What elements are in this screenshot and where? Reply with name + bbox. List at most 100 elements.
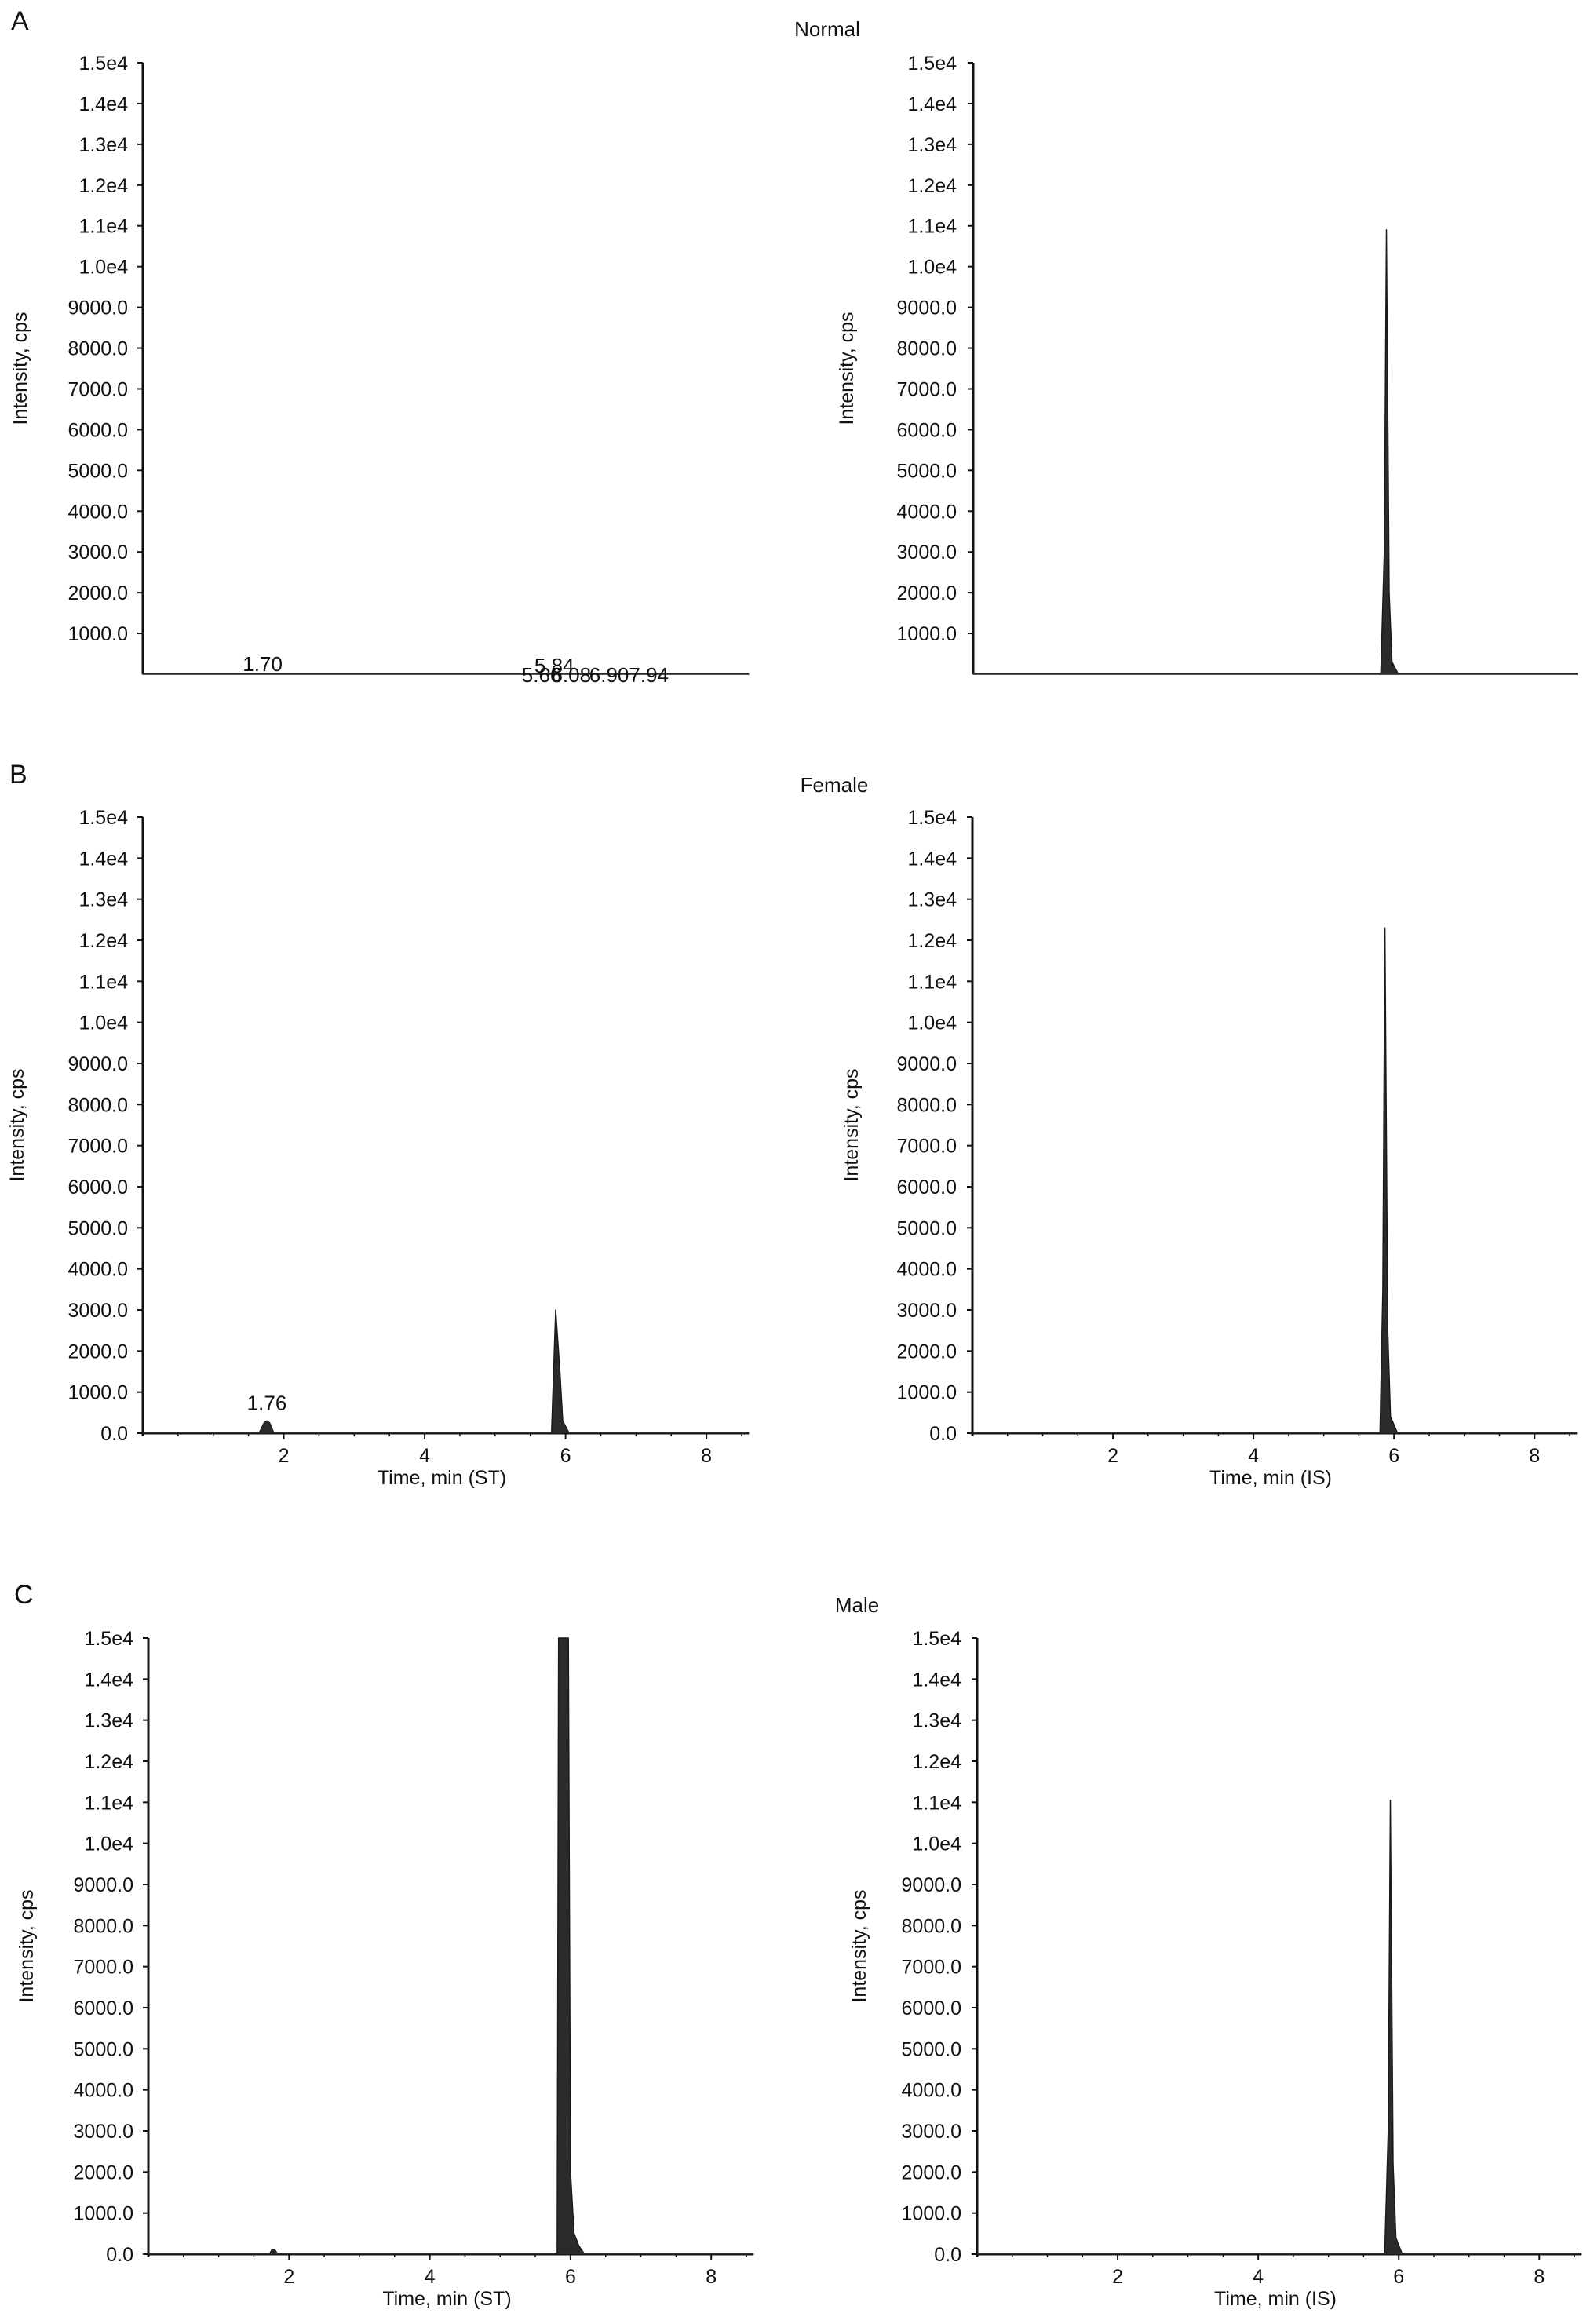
b-st-y-tick-label: 9000.0: [68, 1053, 128, 1075]
a-is-y-tick-label: 1.1e4: [907, 216, 957, 238]
c-st-x-tick-label: 8: [706, 2266, 717, 2288]
a-st-y-tick-label: 4000.0: [68, 501, 128, 523]
c-is-y-tick-label: 3000.0: [902, 2121, 961, 2143]
b-is-y-tick-label: 1.3e4: [907, 889, 957, 911]
b-st-x-tick-label: 2: [279, 1445, 290, 1467]
a-is-y-tick-label: 4000.0: [897, 501, 957, 523]
panel-letter-c: C: [14, 1580, 34, 1610]
a-is-y-tick-label: 9000.0: [897, 297, 957, 319]
a-st-y-tick-label: 3000.0: [68, 542, 128, 564]
c-st-y-tick-label: 1.1e4: [84, 1792, 133, 1814]
a-st-y-tick-label: 1.2e4: [78, 175, 128, 197]
b-is-y-tick-label: 1.0e4: [907, 1012, 957, 1034]
b-is-y-tick-label: 2000.0: [897, 1341, 957, 1363]
c-is-y-tick-label: 4000.0: [902, 2080, 961, 2102]
b-is-y-tick-label: 1.2e4: [907, 930, 957, 952]
c-st-x-tick-label: 6: [565, 2266, 576, 2288]
b-st-y-tick-label: 2000.0: [68, 1341, 128, 1363]
b-is-y-tick-label: 1000.0: [897, 1382, 957, 1404]
b-is-y-tick-label: 6000.0: [897, 1177, 957, 1198]
a-st-peak-label: 1.70: [243, 652, 283, 676]
a-st-y-tick-label: 6000.0: [68, 419, 128, 441]
c-is-x-tick-label: 2: [1112, 2266, 1123, 2288]
c-st-y-tick-label: 1.2e4: [84, 1751, 133, 1773]
panel-title-female: Female: [800, 773, 869, 797]
c-is-y-tick-label: 5000.0: [902, 2038, 961, 2060]
a-st-y-tick-label: 8000.0: [68, 338, 128, 360]
b-st-y-tick-label: 7000.0: [68, 1136, 128, 1158]
a-st-y-tick-label: 2000.0: [68, 582, 128, 604]
b-st-x-tick-label: 6: [560, 1445, 571, 1467]
c-is-x-tick-label: 4: [1253, 2266, 1264, 2288]
a-st-y-tick-label: 1.0e4: [78, 257, 128, 279]
b-st-x-tick-label: 4: [419, 1445, 430, 1467]
a-is-y-tick-label: 6000.0: [897, 419, 957, 441]
c-is-y-axis-label: Intensity, cps: [848, 1889, 870, 2002]
b-is-x-tick-label: 2: [1107, 1445, 1118, 1467]
b-is-y-tick-label: 7000.0: [897, 1136, 957, 1158]
c-is-y-tick-label: 1.4e4: [912, 1669, 961, 1691]
c-st-y-tick-label: 7000.0: [74, 1957, 133, 1979]
a-is-y-tick-label: 3000.0: [897, 542, 957, 564]
a-st-peak-label: 5.84: [534, 654, 574, 677]
a-is-y-tick-label: 1.2e4: [907, 175, 957, 197]
a-st-peak-label: 6.907.94: [589, 663, 669, 687]
a-is-y-tick-label: 1.4e4: [907, 93, 957, 115]
a-st-peak-label: 6.08: [551, 663, 591, 687]
c-is-y-tick-label: 1.2e4: [912, 1751, 961, 1773]
c-is-x-tick-label: 6: [1393, 2266, 1404, 2288]
panel-letter-a: A: [11, 6, 29, 36]
b-st-y-tick-label: 1.5e4: [78, 807, 128, 829]
b-st-x-tick-label: 8: [701, 1445, 712, 1467]
c-st-y-tick-label: 6000.0: [74, 1997, 133, 2019]
b-is-y-tick-label: 8000.0: [897, 1094, 957, 1116]
c-st-series-0: [148, 1637, 754, 2255]
b-is-x-tick-label: 6: [1388, 1445, 1399, 1467]
b-st-y-tick-label: 5000.0: [68, 1217, 128, 1239]
a-st-y-tick-label: 9000.0: [68, 297, 128, 319]
c-st-y-tick-label: 3000.0: [74, 2121, 133, 2143]
a-is-y-tick-label: 1000.0: [897, 623, 957, 645]
c-st-y-tick-label: 8000.0: [74, 1915, 133, 1937]
c-is-x-tick-label: 8: [1534, 2266, 1545, 2288]
c-is-y-tick-label: 8000.0: [902, 1915, 961, 1937]
a-st-y-tick-label: 1000.0: [68, 623, 128, 645]
c-is-y-tick-label: 0.0: [934, 2244, 961, 2266]
a-st-y-tick-label: 1.1e4: [78, 216, 128, 238]
b-st-y-tick-label: 4000.0: [68, 1259, 128, 1281]
b-st-y-tick-label: 1.2e4: [78, 930, 128, 952]
b-is-y-tick-label: 1.1e4: [907, 971, 957, 993]
a-st-y-tick-label: 1.5e4: [78, 53, 128, 75]
b-is-x-tick-label: 4: [1248, 1445, 1259, 1467]
c-st-x-axis-label: Time, min (ST): [382, 2288, 511, 2310]
a-is-series-0: [972, 229, 1578, 675]
a-st-y-axis-label: Intensity, cps: [9, 312, 31, 425]
b-is-y-tick-label: 5000.0: [897, 1217, 957, 1239]
b-st-y-tick-label: 3000.0: [68, 1300, 128, 1322]
b-st-y-tick-label: 1.4e4: [78, 848, 128, 870]
c-st-y-tick-label: 9000.0: [74, 1874, 133, 1896]
c-is-x-axis-label: Time, min (IS): [1214, 2288, 1337, 2310]
c-st-y-tick-label: 1.5e4: [84, 1628, 133, 1650]
a-is-y-tick-label: 1.3e4: [907, 134, 957, 156]
a-is-y-tick-label: 7000.0: [897, 378, 957, 400]
c-is-y-tick-label: 9000.0: [902, 1874, 961, 1896]
a-st-y-tick-label: 5000.0: [68, 460, 128, 482]
b-is-series-0: [972, 927, 1578, 1434]
b-st-y-tick-label: 8000.0: [68, 1094, 128, 1116]
b-is-y-tick-label: 3000.0: [897, 1300, 957, 1322]
a-is-y-tick-label: 5000.0: [897, 460, 957, 482]
c-is-y-tick-label: 7000.0: [902, 1957, 961, 1979]
b-st-y-tick-label: 1000.0: [68, 1382, 128, 1404]
c-st-y-tick-label: 4000.0: [74, 2080, 133, 2102]
c-is-y-tick-label: 1.1e4: [912, 1792, 961, 1814]
b-is-y-tick-label: 1.4e4: [907, 848, 957, 870]
a-is-y-tick-label: 1.5e4: [907, 53, 957, 75]
a-is-y-tick-label: 1.0e4: [907, 257, 957, 279]
b-st-y-tick-label: 1.3e4: [78, 889, 128, 911]
b-st-x-axis-label: Time, min (ST): [378, 1467, 506, 1489]
c-st-y-tick-label: 5000.0: [74, 2038, 133, 2060]
c-is-y-tick-label: 1.0e4: [912, 1833, 961, 1855]
